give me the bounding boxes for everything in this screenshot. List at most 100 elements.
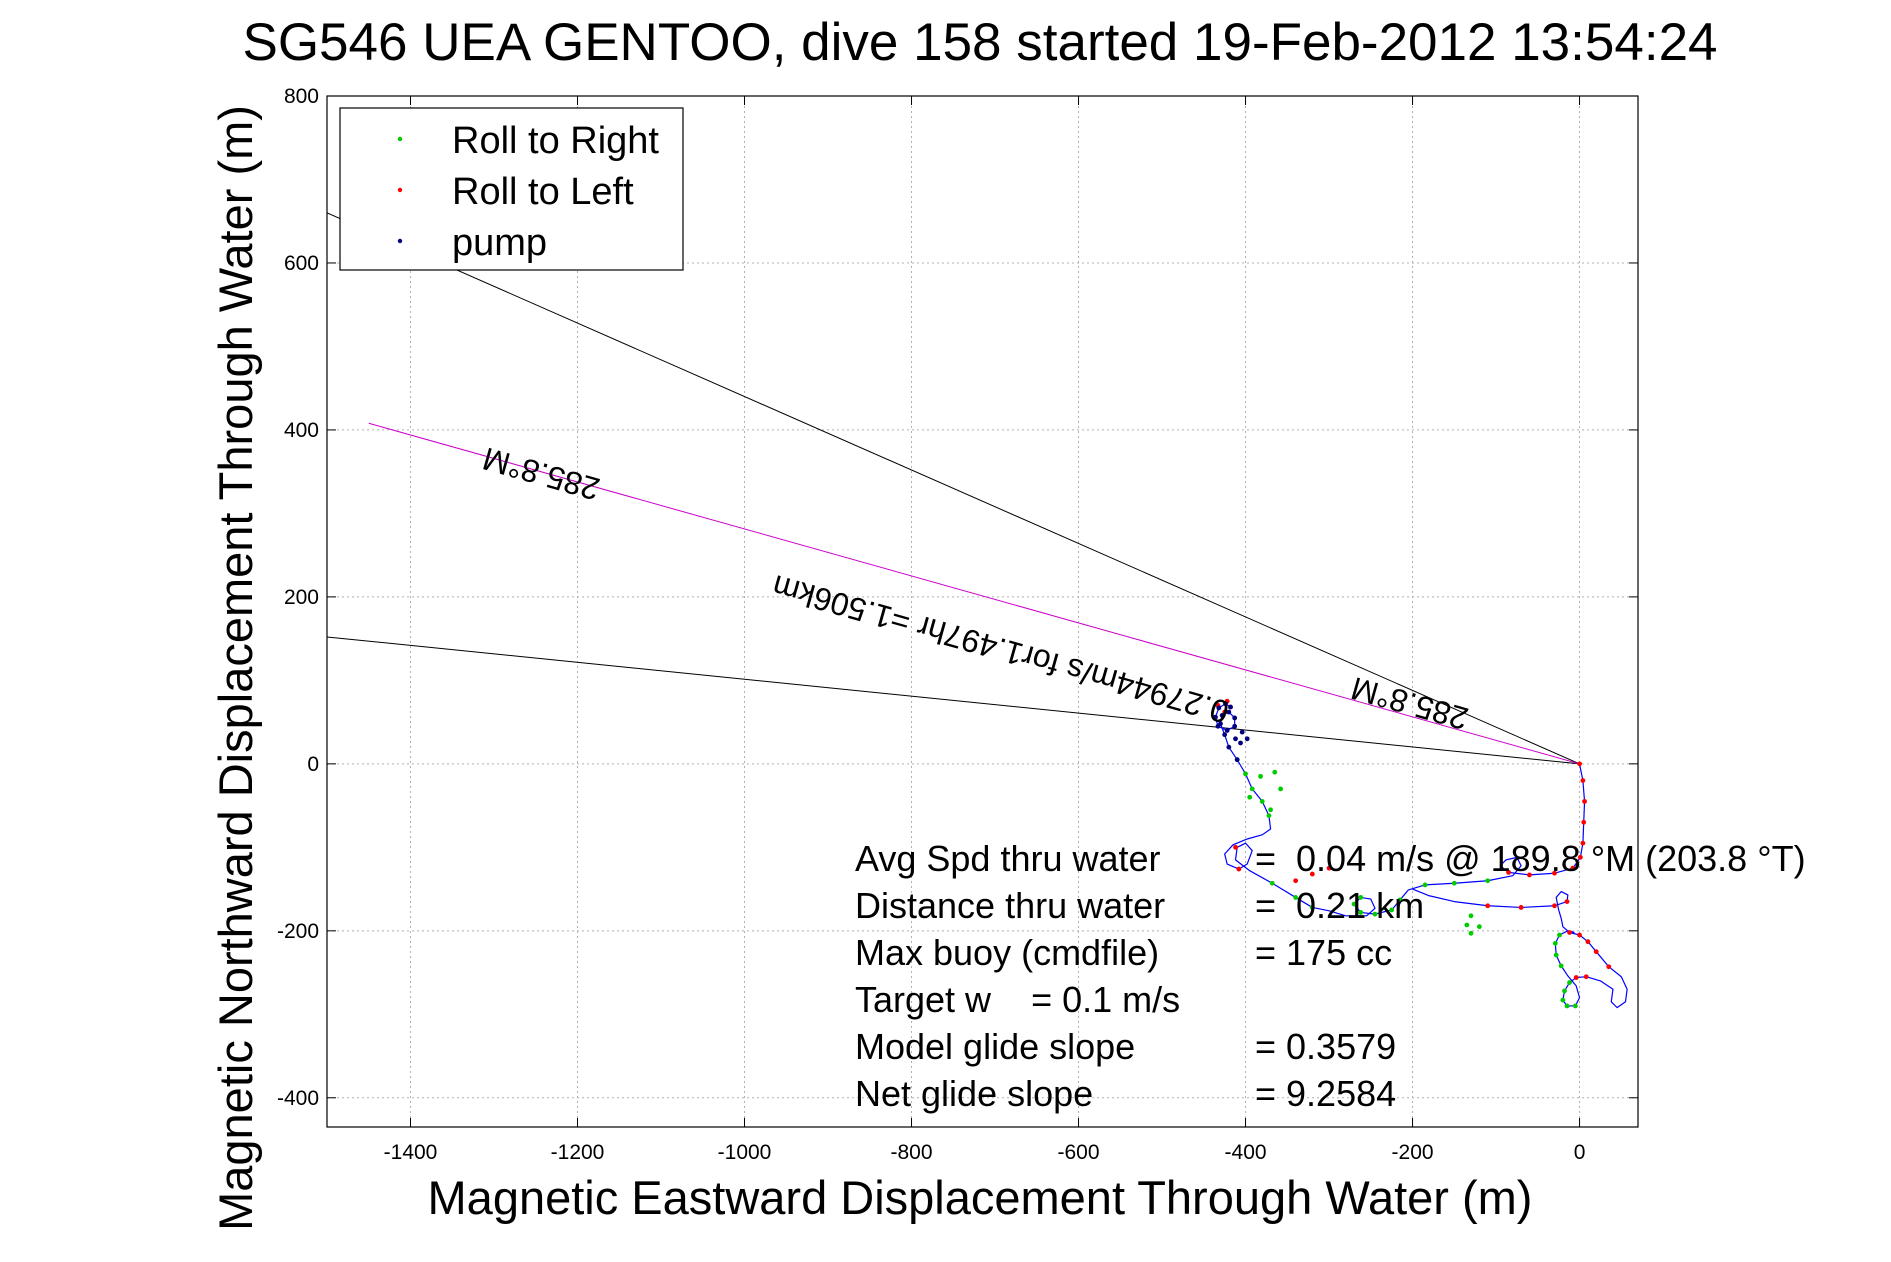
data-point-roll-to-right [1451, 880, 1457, 886]
data-point-roll-to-right [1293, 895, 1299, 900]
legend-label: Roll to Left [452, 171, 634, 213]
data-point-roll-to-left [1326, 865, 1332, 871]
data-point-pump [1224, 728, 1230, 733]
y-tick-label: 400 [284, 419, 319, 442]
data-point-pump [1223, 701, 1228, 707]
series-track-line [1214, 703, 1586, 917]
heading-line [368, 422, 1580, 765]
data-point-roll-to-left [1582, 799, 1587, 804]
data-point-roll-to-right [1476, 924, 1482, 930]
y-tick-label: 800 [284, 85, 319, 108]
data-point-roll-to-right [1562, 988, 1567, 994]
data-point-pump [1232, 715, 1238, 721]
data-point-roll-to-right [1272, 769, 1278, 775]
legend-marker [397, 136, 403, 142]
data-point-pump [1226, 744, 1232, 750]
data-point-roll-to-right [1259, 799, 1265, 804]
data-point-roll-to-right [1249, 786, 1255, 792]
x-tick-label: -400 [1225, 1141, 1267, 1164]
data-point-roll-to-left [1606, 964, 1612, 970]
data-point-roll-to-right [1389, 907, 1395, 913]
data-point-roll-to-left [1577, 854, 1583, 860]
stat-label: Model glide slope [855, 1026, 1135, 1067]
y-axis-label: Magnetic Northward Displacement Through … [209, 105, 262, 1231]
data-point-roll-to-left [1585, 939, 1591, 945]
legend-box [339, 107, 684, 271]
data-point-roll-to-left [1580, 840, 1586, 846]
y-tick-label: -400 [277, 1087, 319, 1110]
series-pump [1213, 701, 1250, 763]
data-point-roll-to-right [1247, 794, 1253, 800]
x-tick-label: -800 [891, 1141, 933, 1164]
x-tick-label: -1200 [551, 1141, 605, 1164]
data-point-pump [1233, 736, 1238, 742]
bounding-heading-line-lower [327, 636, 1580, 765]
data-point-roll-to-left [1583, 974, 1589, 980]
stat-value: = 9.2584 [1255, 1073, 1396, 1114]
data-point-roll-to-right [1309, 905, 1315, 910]
data-point-roll-to-left [1552, 903, 1557, 909]
x-axis-label: Magnetic Eastward Displacement Through W… [428, 1171, 1533, 1224]
data-point-roll-to-right [1243, 771, 1248, 777]
data-point-pump [1244, 736, 1250, 742]
data-point-roll-to-right [1552, 940, 1558, 946]
data-point-roll-to-right [1372, 911, 1378, 917]
stat-value: = 0.3579 [1255, 1026, 1396, 1067]
data-point-roll-to-left [1506, 869, 1511, 875]
y-axis-ticks: -400 -200 0 200 400 600 800 [277, 85, 1638, 1110]
legend-label: pump [452, 222, 547, 264]
data-point-pump [1234, 757, 1240, 763]
data-series [1213, 698, 1628, 1009]
data-point-roll-to-right [1572, 1003, 1578, 1009]
data-point-roll-to-left [1233, 844, 1238, 850]
data-point-roll-to-left [1485, 903, 1491, 909]
x-tick-label: -600 [1058, 1141, 1100, 1164]
stat-value: = 0.21 km [1255, 885, 1424, 926]
stat-label: Max buoy (cmdfile) [855, 932, 1159, 973]
stats-block: Avg Spd thru water = 0.04 m/s @ 189.8 °M … [855, 838, 1806, 1114]
data-point-pump [1215, 723, 1221, 729]
data-point-roll-to-left [1580, 778, 1586, 783]
stat-label: Distance thru water [855, 885, 1165, 926]
data-point-roll-to-right [1269, 880, 1275, 886]
series-roll-to-right [1234, 757, 1578, 1009]
data-point-roll-to-right [1564, 1003, 1570, 1009]
data-point-roll-to-left [1577, 932, 1582, 938]
data-point-roll-to-right [1485, 878, 1491, 884]
data-point-roll-to-right [1258, 773, 1263, 779]
legend: Roll to Right Roll to Left pump [339, 107, 684, 271]
data-point-roll-to-right [1266, 813, 1272, 819]
data-point-roll-to-right [1397, 897, 1403, 903]
data-point-pump [1239, 729, 1245, 735]
data-point-roll-to-left [1581, 819, 1587, 825]
data-point-roll-to-right [1557, 932, 1562, 938]
x-tick-label: -1000 [718, 1141, 772, 1164]
data-point-roll-to-left [1593, 949, 1599, 955]
data-point-roll-to-right [1268, 807, 1273, 813]
data-point-roll-to-right [1358, 895, 1364, 900]
reference-lines [327, 212, 1580, 765]
x-tick-label: -1400 [384, 1141, 438, 1164]
data-point-roll-to-left [1309, 871, 1315, 877]
data-point-roll-to-right [1358, 910, 1364, 915]
data-point-roll-to-left [1573, 975, 1579, 980]
data-point-roll-to-left [1567, 930, 1572, 935]
data-point-roll-to-right [1278, 786, 1284, 792]
data-point-roll-to-right [1567, 980, 1572, 985]
data-point-roll-to-left [1293, 878, 1299, 884]
data-point-roll-to-right [1351, 901, 1357, 907]
legend-marker [397, 187, 403, 193]
data-point-roll-to-right [1468, 913, 1474, 919]
data-point-roll-to-left [1222, 709, 1228, 715]
x-tick-label: -200 [1392, 1141, 1434, 1164]
stat-value: = 0.04 m/s @ 189.8 °M (203.8 °T) [1255, 838, 1806, 879]
stat-label: Avg Spd thru water [855, 838, 1161, 879]
stat-label: Target w = 0.1 m/s [855, 979, 1180, 1020]
data-point-roll-to-right [1468, 930, 1474, 936]
plot-border [326, 95, 1639, 1128]
legend-entries: Roll to Right Roll to Left pump [397, 120, 659, 264]
data-point-roll-to-left [1518, 905, 1524, 910]
series-branch-line [1412, 888, 1628, 1009]
chart-title: SG546 UEA GENTOO, dive 158 started 19-Fe… [242, 13, 1717, 72]
